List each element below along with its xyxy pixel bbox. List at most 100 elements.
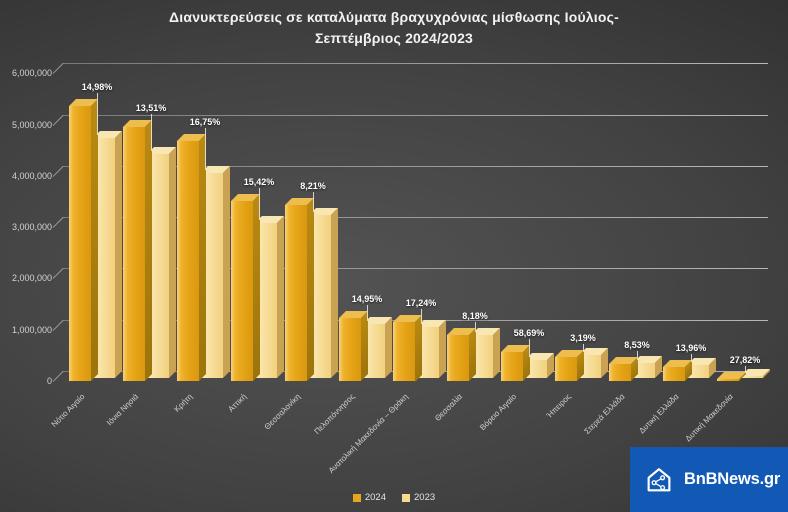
pct-change-label: 14,95% [351,294,383,305]
y-axis-tick-mark [52,217,64,228]
bar-group-1: 14,98% [66,0,120,381]
chart-legend: 2024 2023 [0,492,788,503]
bar-2024 [447,334,469,381]
bar-2024 [231,201,253,381]
y-axis-tick-mark [52,63,64,75]
bar-2023 [147,153,169,378]
bar-group-5: 8,21% [282,0,336,381]
bar-2023 [255,222,277,378]
data-label-leader-line [745,365,746,374]
data-label-leader-line [691,353,692,363]
bar-2024 [177,141,199,381]
gridline [62,217,768,219]
bnbnews-logo: BnBNews.gr [630,447,788,512]
x-axis-category-label: Κρήτη [172,392,195,414]
legend-label-2023: 2023 [414,492,436,503]
bar-2023 [417,327,439,378]
data-label-leader-line [313,191,314,212]
pct-change-label: 8,18% [462,310,488,321]
x-axis-category-label: Δυτική Μακεδονία [683,392,735,444]
bar-2023 [741,376,763,378]
pct-change-label: 58,69% [513,327,545,338]
bar-group-13: 27,82% [714,0,768,381]
pct-change-label: 14,98% [81,81,113,92]
bar-2024 [393,321,415,381]
bar-group-2: 13,51% [120,0,174,381]
legend-item-2023: 2023 [402,492,435,503]
gridline [62,268,768,270]
bar-group-4: 15,42% [228,0,282,381]
x-axis-category-label: Νότιο Αιγαίο [49,392,87,429]
bar-2024 [285,204,307,381]
chart-title-line1: Διανυκτερεύσεις σε καταλύματα βραχυχρόνι… [169,9,619,25]
bar-group-10: 3,19% [552,0,606,381]
y-axis-tick-mark [52,371,64,382]
y-axis-tick-label: 6,000,000 [11,68,52,79]
pct-change-label: 15,42% [243,177,275,188]
pct-change-label: 13,96% [675,342,707,353]
chart-title: Διανυκτερεύσεις σε καταλύματα βραχυχρόνι… [0,7,788,49]
bar-group-8: 8,18% [444,0,498,381]
bar-2024 [717,378,739,381]
gridline [62,114,768,116]
y-axis-tick-mark [52,166,64,177]
chart-plot-area: 14,98% 13,51% 16,75% 15,42% 8,21% 14,95% 17,24… [66,0,768,381]
x-axis-category-label: Στερεά Ελλάδα [582,392,627,436]
bar-2024 [123,126,145,381]
bar-2024 [555,356,577,381]
bar-2024 [339,318,361,381]
logo-text: BnBNews.gr [684,470,781,488]
x-axis-category-label: Πελοπόννησος [312,392,357,436]
x-axis-category-label: Θεσσαλία [433,392,465,423]
data-label-leader-line [637,351,638,360]
bar-2024 [609,364,631,381]
bar-2023 [363,323,385,378]
y-axis-tick-mark [52,114,64,126]
y-axis-tick-mark [52,268,64,280]
data-label-leader-line [583,343,584,352]
y-axis-tick-label: 3,000,000 [11,222,52,233]
bar-2023 [525,359,547,378]
bar-2023 [93,138,115,378]
legend-label-2024: 2024 [364,492,386,503]
bar-2023 [633,362,655,378]
data-label-leader-line [421,308,422,325]
x-axis-category-label: Δυτική Ελλάδα [637,392,681,436]
x-axis-category-label: Βόρειο Αιγαίο [478,392,519,433]
pct-change-label: 27,82% [729,354,761,365]
bar-2024 [663,366,685,381]
gridline [62,165,768,167]
y-axis-tick-label: 4,000,000 [11,170,52,181]
x-axis-category-label: Θεσσαλονίκη [262,392,303,432]
y-axis-tick-label: 2,000,000 [11,273,52,284]
bar-2023 [309,214,331,378]
y-axis-tick-label: 1,000,000 [11,324,52,335]
pct-change-label: 8,21% [300,180,326,191]
bar-2023 [201,172,223,378]
bar-group-7: 17,24% [390,0,444,381]
bar-2023 [471,335,493,378]
data-label-leader-line [97,92,98,136]
pct-change-label: 3,19% [570,332,596,343]
pct-change-label: 17,24% [405,297,437,308]
data-label-leader-line [367,305,368,321]
data-label-leader-line [529,338,530,357]
pct-change-label: 8,53% [624,340,650,351]
legend-item-2024: 2024 [352,492,386,503]
data-label-leader-line [205,128,206,170]
data-label-leader-line [475,321,476,333]
bar-2024 [501,351,523,381]
bar-2023 [687,365,709,378]
x-axis-category-label: Ιόνια Νησιά [105,392,141,428]
bar-group-12: 13,96% [660,0,714,381]
bar-group-11: 8,53% [606,0,660,381]
x-axis-category-label: Αττική [226,392,249,414]
bar-2023 [579,354,601,378]
x-axis-category-label: Ήπειρος [544,392,573,420]
house-share-icon [647,467,671,491]
bar-group-3: 16,75% [174,0,228,381]
y-axis-tick-mark [52,319,64,331]
y-axis-tick-label: 5,000,000 [11,119,52,130]
legend-swatch-2023 [402,493,410,502]
